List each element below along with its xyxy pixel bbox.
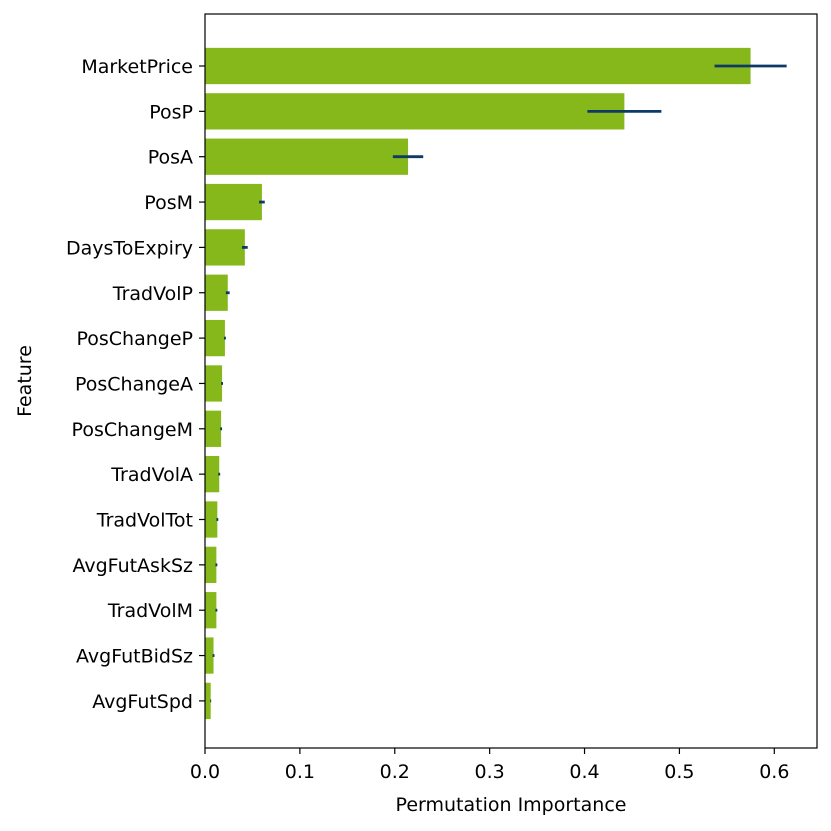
- y-tick-label: PosA: [148, 147, 193, 169]
- y-axis-label: Feature: [14, 345, 36, 417]
- bar-avgfutasksz: [205, 546, 217, 583]
- y-tick-label: PosChangeA: [75, 373, 193, 395]
- y-tick-label: AvgFutBidSz: [76, 646, 193, 668]
- bar-poschangea: [205, 365, 223, 402]
- bar-poschangem: [205, 410, 222, 447]
- bars-group: [205, 47, 751, 720]
- x-tick-label: 0.0: [190, 761, 220, 783]
- x-tick-label: 0.3: [475, 761, 505, 783]
- bar-avgfutspd: [205, 682, 211, 720]
- y-tick-labels: MarketPrice PosP PosA PosM DaysToExpiry TradV…: [66, 56, 205, 713]
- bar-posm: [205, 183, 262, 221]
- y-tick-label: TradVolM: [107, 600, 193, 622]
- bar-tradvoltot: [205, 501, 218, 538]
- error-bars-group: [210, 64, 787, 703]
- y-tick-label: PosChangeP: [76, 328, 193, 350]
- y-tick-label: TradVolTot: [96, 510, 193, 532]
- y-tick-label: MarketPrice: [81, 56, 193, 78]
- y-tick-label: AvgFutSpd: [92, 691, 193, 713]
- x-axis-label: Permutation Importance: [396, 794, 627, 816]
- y-tick-label: DaysToExpiry: [66, 237, 193, 259]
- x-tick-label: 0.5: [664, 761, 694, 783]
- y-tick-label: TradVolP: [112, 283, 193, 305]
- y-tick-label: PosP: [149, 101, 193, 123]
- x-tick-label: 0.4: [569, 761, 599, 783]
- x-tick-label: 0.1: [285, 761, 315, 783]
- y-tick-label: TradVolA: [110, 464, 193, 486]
- y-tick-label: PosChangeM: [72, 419, 193, 441]
- x-tick-label: 0.6: [759, 761, 789, 783]
- x-tick-labels: 0.0 0.1 0.2 0.3 0.4 0.5 0.6: [190, 748, 789, 783]
- bar-poschangep: [205, 319, 225, 357]
- bar-posa: [205, 138, 409, 175]
- bar-tradvolp: [205, 274, 228, 311]
- plot-frame: [204, 13, 818, 749]
- bar-tradvola: [205, 456, 220, 493]
- y-tick-label: PosM: [144, 192, 193, 214]
- bar-tradvolm: [205, 592, 217, 629]
- bar-posp: [205, 93, 625, 130]
- y-tick-label: AvgFutAskSz: [72, 555, 193, 577]
- x-tick-label: 0.2: [380, 761, 410, 783]
- bar-daystoexpiry: [205, 229, 245, 266]
- bar-marketprice: [205, 47, 751, 85]
- bar-avgfutbidsz: [205, 637, 214, 674]
